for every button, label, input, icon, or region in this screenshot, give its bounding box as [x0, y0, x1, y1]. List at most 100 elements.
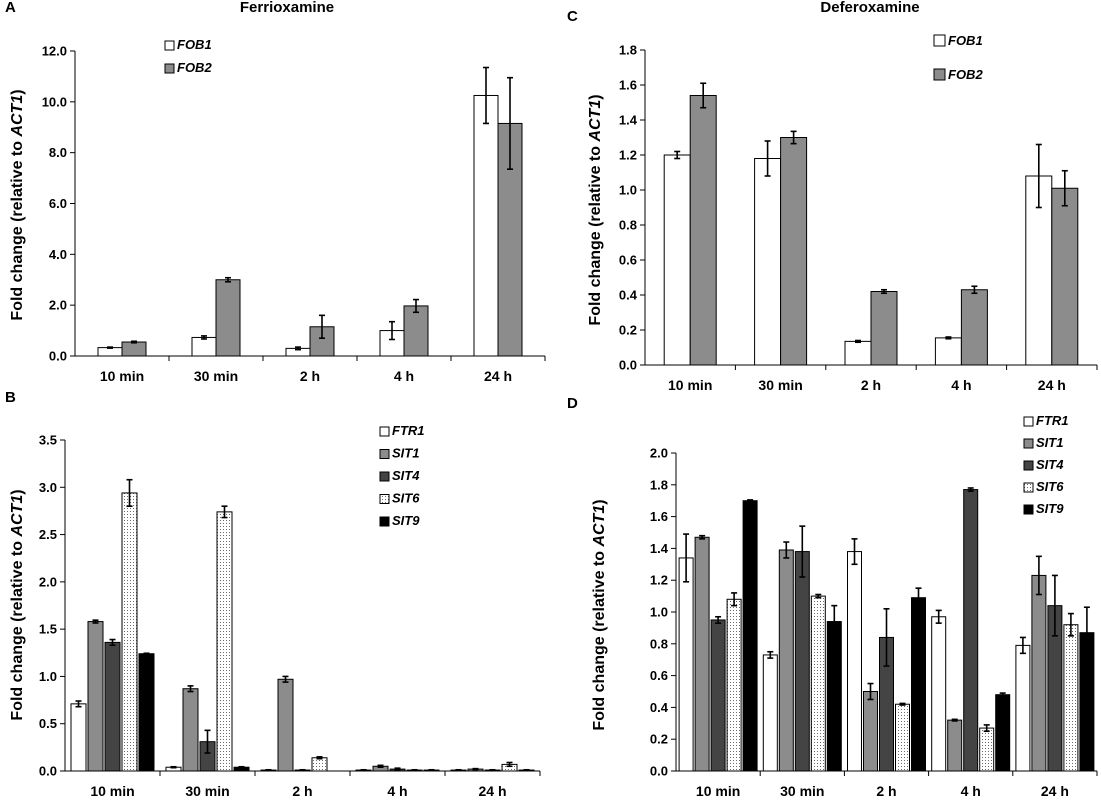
legend-label-sit6: SIT6: [392, 491, 420, 506]
error-bar: [851, 538, 858, 566]
error-bar: [971, 285, 978, 295]
error-bar: [799, 525, 806, 578]
y-axis-label: Fold change (relative to ACT1): [9, 89, 26, 320]
error-bar: [92, 619, 99, 624]
y-tick-label: 0.2: [650, 732, 668, 747]
error-bar: [394, 767, 401, 771]
error-bar: [295, 346, 301, 351]
legend-swatch-sit4: [1023, 460, 1034, 471]
error-bar: [674, 150, 681, 160]
y-tick-label: 0.8: [650, 636, 668, 651]
y-tick-label: 1.4: [650, 541, 669, 556]
bar-sit1: [277, 678, 294, 772]
bar-ftr1: [847, 551, 862, 772]
legend-swatch-sit1: [379, 449, 390, 459]
y-tick-label: 1.6: [619, 78, 637, 93]
bar-sit9: [826, 621, 842, 772]
error-bar: [187, 685, 194, 693]
error-bar: [855, 339, 861, 344]
legend-swatch-ftr1: [1023, 416, 1034, 427]
error-bar: [170, 765, 177, 769]
y-axis-label: Fold change (relative to ACT1): [9, 489, 26, 720]
y-tick-label: 0.5: [39, 716, 57, 731]
panel-letter: D: [567, 395, 578, 412]
legend: FTR1 SIT1 SIT4 SIT6 SIT9: [379, 423, 425, 528]
y-tick-label: 0.6: [619, 253, 637, 268]
bar-sit6: [810, 595, 826, 772]
bar-sit1: [947, 719, 963, 772]
error-bar: [319, 314, 325, 340]
error-bar: [1067, 612, 1074, 637]
bar-sit6: [979, 727, 995, 772]
panel-letter: C: [567, 8, 578, 25]
error-bar: [107, 346, 113, 349]
legend-label-ftr1: FTR1: [1036, 413, 1069, 428]
y-tick-label: 2.0: [49, 298, 67, 313]
error-bar: [265, 768, 272, 772]
x-tick-label: 2 h: [861, 377, 881, 393]
x-tick-label: 4 h: [961, 783, 981, 799]
y-tick-label: 0.6: [650, 668, 668, 683]
legend-label-sit9: SIT9: [392, 513, 420, 528]
x-tick-label: 4 h: [394, 368, 414, 384]
error-bar: [783, 541, 790, 559]
error-bar: [428, 768, 435, 772]
bar-sit9: [138, 653, 155, 772]
x-tick-label: 10 min: [668, 377, 712, 393]
legend: FOB1 FOB2: [164, 37, 212, 75]
bar-fob2: [870, 291, 898, 366]
legend-label-sit9: SIT9: [1036, 501, 1064, 516]
panel-c: C Deferoxamine Fold change (relative to AC…: [567, 0, 1098, 393]
legend-label-sit1: SIT1: [392, 446, 419, 461]
legend-swatch-sit1: [1023, 438, 1034, 449]
error-bar: [489, 768, 496, 772]
error-bar: [472, 767, 479, 771]
error-bar: [411, 768, 418, 772]
error-bar: [883, 608, 890, 667]
error-bar: [951, 718, 958, 722]
legend-swatch-sit6: [379, 494, 390, 504]
legend-swatch-fob1: [933, 34, 946, 47]
x-tick-label: 4 h: [387, 783, 407, 799]
bar-fob1: [663, 154, 691, 366]
error-bar: [282, 675, 289, 683]
x-tick-label: 30 min: [194, 368, 238, 384]
y-tick-label: 3.0: [39, 480, 57, 495]
bar-fob1: [473, 94, 499, 357]
bar-sit6: [726, 598, 742, 772]
error-bar: [999, 692, 1006, 698]
error-bar: [700, 82, 707, 109]
y-tick-label: 3.5: [39, 433, 57, 448]
bar-sit9: [911, 597, 926, 772]
error-bar: [238, 765, 245, 769]
y-tick-label: 1.5: [39, 622, 57, 637]
error-bar: [109, 638, 116, 647]
legend-swatch-sit9: [1023, 504, 1034, 515]
bar-sit1: [778, 549, 794, 772]
bar-sit1: [87, 621, 104, 772]
error-bar: [983, 724, 990, 733]
bar-sit1: [863, 691, 878, 772]
y-tick-label: 0.0: [39, 764, 57, 779]
bar-sit1: [182, 688, 199, 772]
bar-sit4: [104, 641, 121, 772]
error-bar: [131, 340, 137, 344]
legend-label-sit1: SIT1: [1036, 435, 1063, 450]
y-tick-label: 0.8: [619, 218, 637, 233]
error-bar: [881, 288, 887, 295]
bar-sit6: [1063, 624, 1079, 772]
panel-b: B Fold change (relative to ACT1) 0.0 0.5 1.0…: [5, 389, 541, 799]
bar-sit9: [995, 694, 1011, 772]
y-tick-label: 1.6: [650, 509, 668, 524]
error-bar: [790, 130, 797, 145]
y-tick-label: 0.0: [49, 349, 67, 364]
bar-ftr1: [1015, 644, 1031, 772]
legend-swatch-sit6: [1023, 482, 1034, 493]
error-bar: [731, 592, 738, 607]
y-tick-label: 1.0: [650, 605, 668, 620]
bar-sit4: [710, 619, 726, 772]
panel-letter: B: [5, 389, 16, 406]
y-tick-label: 2.5: [39, 527, 57, 542]
y-tick-label: 10.0: [42, 94, 67, 109]
